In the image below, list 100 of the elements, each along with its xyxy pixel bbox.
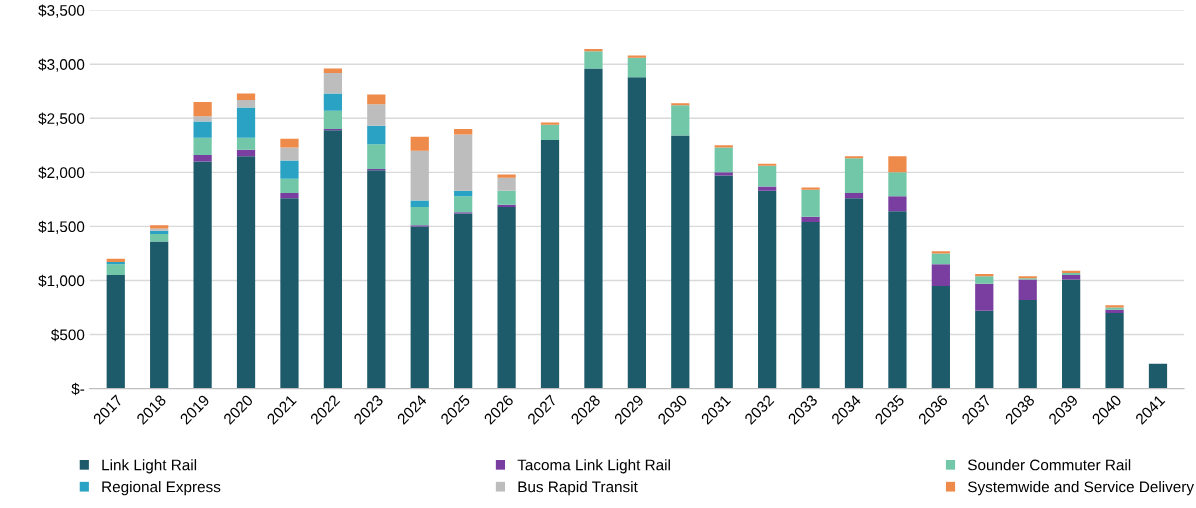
- bar: [714, 145, 733, 148]
- y-tick-label: $3,500: [38, 4, 85, 18]
- bar: [323, 72, 343, 94]
- bar: [584, 68, 603, 389]
- bar: [454, 190, 473, 197]
- bar: [540, 124, 560, 140]
- y-tick-label: $-: [71, 382, 85, 396]
- bar: [975, 310, 994, 389]
- bar: [1105, 312, 1124, 389]
- bar: [323, 130, 343, 389]
- bar: [367, 144, 386, 170]
- bar: [801, 187, 820, 190]
- bar: [280, 160, 299, 179]
- bar: [280, 147, 299, 161]
- bar: [497, 206, 516, 389]
- bar: [801, 222, 820, 389]
- legend-label: Sounder Commuter Rail: [968, 459, 1131, 471]
- bar: [1148, 363, 1168, 389]
- bar: [584, 49, 603, 52]
- bar: [931, 285, 950, 389]
- bar: [540, 122, 560, 125]
- legend-label: Bus Rapid Transit: [518, 481, 638, 496]
- bar: [236, 99, 256, 108]
- bar: [714, 147, 733, 173]
- bar: [888, 156, 907, 173]
- bar: [236, 107, 256, 138]
- bar: [323, 68, 343, 73]
- y-tick-label: $1,500: [38, 220, 85, 234]
- bar: [844, 156, 864, 159]
- bar: [410, 136, 429, 151]
- bar: [975, 283, 994, 311]
- bar: [497, 204, 516, 207]
- bar: [193, 116, 212, 122]
- bar: [627, 77, 646, 389]
- bar: [367, 94, 386, 105]
- bar: [758, 186, 777, 191]
- bar: [931, 253, 950, 265]
- bar: [758, 165, 777, 187]
- bar: [975, 276, 994, 284]
- bar: [106, 262, 125, 265]
- bar: [1018, 299, 1037, 389]
- bar: [584, 51, 603, 69]
- bar: [627, 57, 646, 78]
- bar: [714, 175, 733, 389]
- bar: [280, 198, 299, 389]
- bar: [671, 135, 690, 389]
- bar: [106, 275, 125, 389]
- bar: [193, 102, 212, 117]
- bar: [280, 138, 299, 148]
- bar: [193, 137, 212, 156]
- bar: [758, 190, 777, 389]
- bar: [236, 93, 256, 100]
- bar: [410, 200, 429, 207]
- legend-label: Tacoma Link Light Rail: [517, 459, 670, 474]
- bar: [888, 211, 907, 389]
- bar: [888, 196, 907, 212]
- legend-label: Systemwide and Service Delivery: [968, 481, 1194, 496]
- bar: [540, 139, 560, 389]
- bar: [410, 206, 429, 226]
- bar: [627, 55, 646, 58]
- bar: [150, 233, 169, 242]
- y-tick-label: $2,500: [38, 112, 85, 126]
- bar: [323, 110, 343, 130]
- bar: [150, 241, 169, 389]
- bar: [454, 129, 473, 135]
- bar: [367, 170, 386, 389]
- bar: [193, 155, 212, 162]
- y-tick-label: $1,000: [38, 274, 85, 288]
- bar: [236, 149, 256, 157]
- bar: [497, 174, 516, 178]
- y-tick-label: $2,000: [38, 166, 85, 180]
- bar: [236, 137, 256, 150]
- bar: [454, 213, 473, 389]
- legend-label: Link Light Rail: [102, 459, 197, 474]
- bar: [236, 156, 256, 389]
- bar: [193, 121, 212, 138]
- bar: [801, 189, 820, 217]
- bar: [931, 251, 950, 254]
- bar: [844, 198, 864, 389]
- bar: [454, 196, 473, 213]
- bar: [931, 264, 950, 286]
- bar: [671, 103, 690, 106]
- bar: [367, 104, 386, 126]
- bar: [1062, 275, 1081, 280]
- bar: [888, 172, 907, 197]
- bar: [671, 105, 690, 136]
- bar: [410, 226, 429, 389]
- bar: [1062, 279, 1081, 389]
- bar: [193, 161, 212, 389]
- bar: [844, 192, 864, 199]
- bar: [323, 93, 343, 111]
- bar: [410, 150, 429, 201]
- bar: [801, 216, 820, 223]
- bar: [497, 177, 516, 191]
- y-tick-label: $500: [51, 328, 85, 342]
- bar: [714, 172, 733, 176]
- bar: [280, 178, 299, 193]
- bar: [844, 158, 864, 193]
- bar: [1018, 279, 1037, 300]
- bar: [975, 274, 994, 277]
